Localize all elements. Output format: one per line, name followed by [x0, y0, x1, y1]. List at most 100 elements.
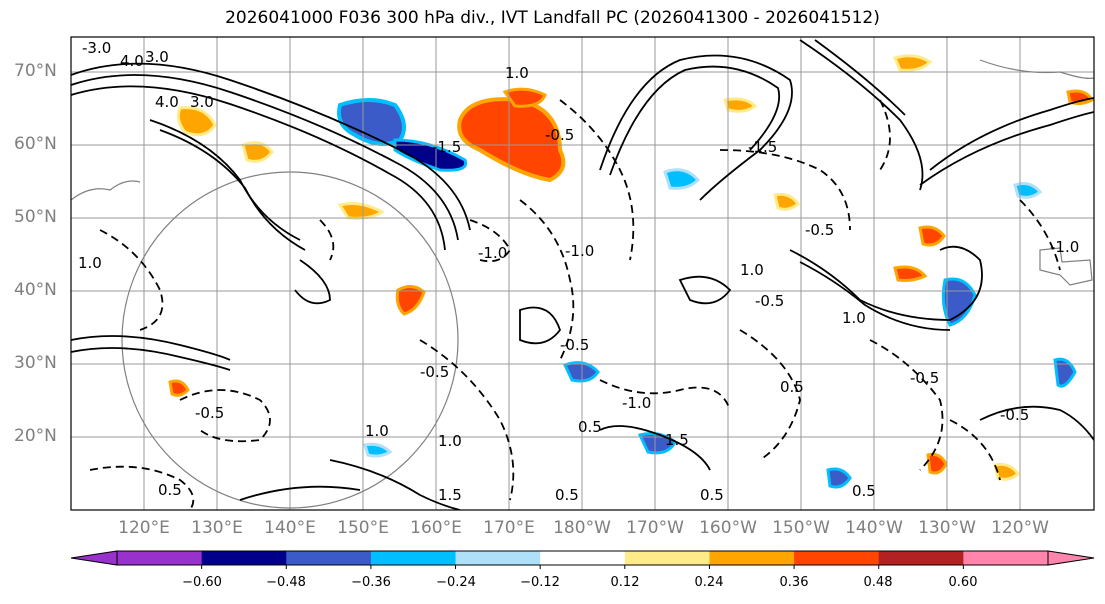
lat-label: 40°N	[14, 280, 57, 300]
contour-label: -0.5	[910, 369, 939, 387]
colorbar-segment	[794, 551, 880, 565]
map-content: -3.0 4.0 3.0 4.0 3.0 -1.5 -0.5 -1.0 1.0 …	[71, 37, 1094, 510]
colorbar-segment	[963, 551, 1049, 565]
contour-label: 1.0	[78, 254, 102, 272]
contour-label: -1.0	[622, 394, 651, 412]
patch-positive	[176, 106, 217, 137]
lat-label: 70°N	[14, 61, 57, 81]
patch-positive	[723, 97, 758, 113]
colorbar-segment	[624, 551, 710, 565]
contour-label: -3.0	[82, 39, 111, 57]
lat-label: 30°N	[14, 353, 57, 373]
contour-labels: -3.0 4.0 3.0 4.0 3.0 -1.5 -0.5 -1.0 1.0 …	[78, 39, 1079, 504]
patch-negative	[1053, 357, 1077, 388]
contour-label: -0.5	[420, 363, 449, 381]
lon-label: 140°W	[845, 518, 903, 538]
lat-label: 60°N	[14, 134, 57, 154]
contour-label: -1.0	[478, 244, 507, 262]
colorbar-tick-label: 0.24	[694, 575, 724, 590]
colorbar-segment	[455, 551, 541, 565]
contour-label: 3.0	[190, 93, 214, 111]
contour-label: 1.0	[438, 432, 462, 450]
coastline	[979, 59, 1094, 79]
colorbar-tick-label: 0.60	[948, 575, 978, 590]
colorbar-tick-label: −0.48	[266, 575, 306, 590]
lat-label: 50°N	[14, 207, 57, 227]
patch-positive	[502, 87, 547, 108]
contour-label: -0.5	[1000, 406, 1029, 424]
colorbar-border	[116, 550, 1049, 566]
contour-label: 1.5	[438, 486, 462, 504]
lon-label: 160°E	[410, 518, 462, 538]
contour-label: 1.0	[842, 309, 866, 327]
patch-positive	[241, 141, 274, 163]
contour-label: 0.5	[555, 486, 579, 504]
lon-label: 170°W	[626, 518, 684, 538]
contour-label: -0.5	[195, 404, 224, 422]
contour-label: 1.5	[665, 431, 689, 449]
colorbar-extend-max	[1047, 550, 1095, 566]
contour-label: -1.0	[565, 242, 594, 260]
coastline	[1039, 247, 1093, 286]
colorbar-tick-label: −0.24	[436, 575, 476, 590]
contour-label: 0.5	[852, 482, 876, 500]
map-border	[70, 36, 1095, 511]
projection-circle	[121, 171, 459, 509]
colorbar	[70, 550, 1095, 569]
lon-label: 160°W	[699, 518, 757, 538]
colorbar-segment	[709, 551, 795, 565]
colorbar-segment	[117, 551, 203, 565]
lon-label: 130°W	[918, 518, 976, 538]
colorbar-segment	[370, 551, 457, 565]
lon-label: 150°W	[772, 518, 830, 538]
colorbar-tick-label: 0.48	[863, 575, 893, 590]
lat-label: 20°N	[14, 426, 57, 446]
patch-positive	[773, 192, 801, 211]
patch-positive	[918, 225, 946, 247]
lon-label: 130°E	[191, 518, 243, 538]
colorbar-extend-min	[70, 550, 118, 566]
contour-label: 0.5	[700, 486, 724, 504]
colorbar-segment	[286, 551, 372, 565]
lon-label: 140°E	[264, 518, 316, 538]
contour-label: -0.5	[545, 126, 574, 144]
lon-label: 150°E	[337, 518, 389, 538]
lon-label: 180°W	[553, 518, 611, 538]
colorbar-segment	[878, 551, 964, 565]
contour-label: -0.5	[560, 336, 589, 354]
contour-label: 4.0	[155, 93, 179, 111]
lon-label: 170°E	[483, 518, 535, 538]
map-title: 2026041000 F036 300 hPa div., IVT Landfa…	[225, 8, 880, 28]
patch-negative	[663, 168, 701, 190]
contour-label: 3.0	[145, 48, 169, 66]
patch-negative	[363, 442, 393, 458]
contour-label: 1.0	[740, 261, 764, 279]
patch-positive	[993, 462, 1021, 481]
colorbar-tick-label: −0.60	[182, 575, 222, 590]
patch-positive	[457, 97, 566, 183]
colorbar-segment	[201, 551, 287, 565]
contour-label: -1.5	[748, 138, 777, 156]
contour-label: -0.5	[805, 221, 834, 239]
patch-positive	[168, 379, 190, 397]
contour-label: 1.0	[365, 422, 389, 440]
contour-label: 4.0	[120, 52, 144, 70]
colorbar-segment	[540, 551, 626, 565]
colorbar-tick-label: −0.12	[520, 575, 560, 590]
patch-negative	[826, 467, 852, 489]
patch-positive	[892, 54, 933, 72]
lon-label: 120°E	[118, 518, 170, 538]
contour-label: -1.0	[1050, 238, 1079, 256]
coastline	[71, 180, 141, 201]
lon-label: 120°W	[991, 518, 1049, 538]
contour-label: -0.5	[755, 292, 784, 310]
coastlines	[71, 59, 1094, 509]
contour-label: 0.5	[780, 378, 804, 396]
patch-negative	[1013, 182, 1043, 199]
colorbar-tick-label: 0.12	[610, 575, 640, 590]
graticule	[71, 37, 1094, 510]
colorbar-tick-label: 0.36	[779, 575, 809, 590]
contour-label: 0.5	[578, 418, 602, 436]
contours-solid	[71, 39, 1094, 510]
contours-dashed	[89, 99, 1061, 510]
